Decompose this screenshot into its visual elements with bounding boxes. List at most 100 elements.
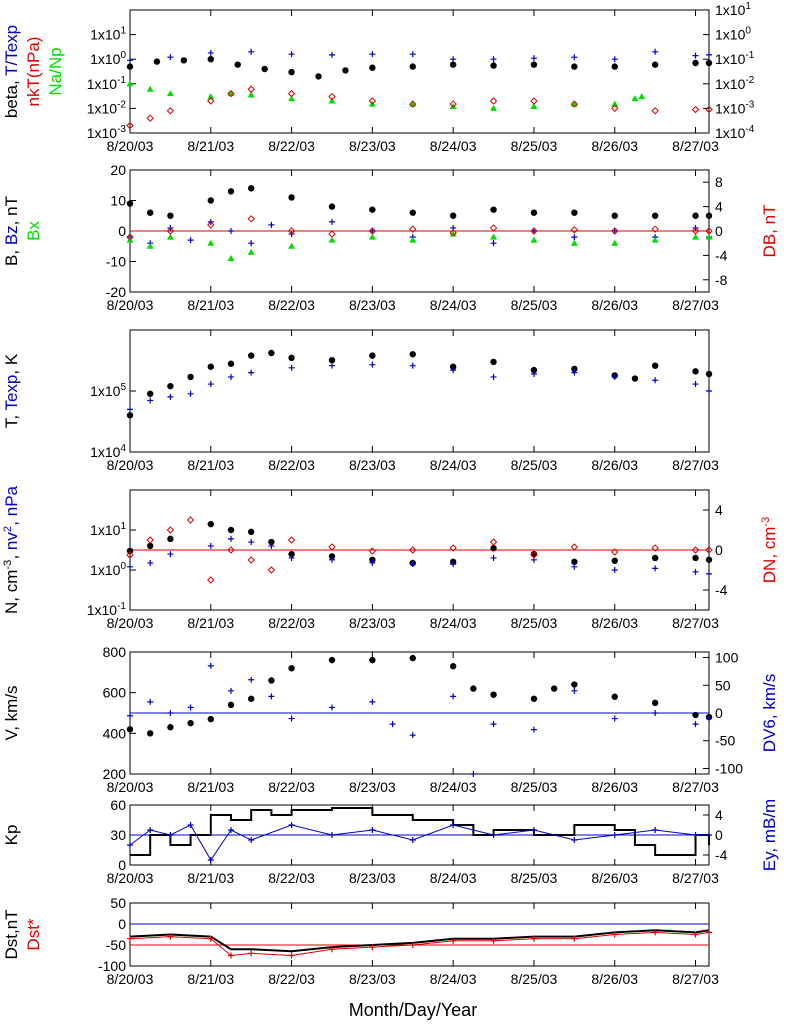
data-point	[126, 121, 134, 130]
data-point	[127, 406, 133, 413]
y-tick-label: 1x10-3	[87, 124, 127, 141]
x-tick-label: 8/22/03	[268, 870, 315, 886]
data-point	[227, 535, 234, 542]
data-point	[328, 704, 335, 711]
data-point	[227, 373, 234, 380]
x-tick-label: 8/23/03	[349, 297, 396, 313]
x-tick-label: 8/25/03	[511, 457, 558, 473]
data-point	[571, 209, 578, 216]
y-tick-label: -10	[106, 254, 126, 270]
data-point	[631, 375, 639, 382]
data-point	[652, 48, 659, 55]
x-tick-label: 8/24/03	[430, 615, 477, 631]
data-point	[611, 557, 618, 564]
data-point	[611, 715, 618, 722]
data-point	[409, 561, 416, 568]
data-point	[490, 62, 497, 69]
data-point	[490, 373, 497, 380]
panel-4: 8/20/03 8/21/03 8/22/03 8/23/03 8/24/03 8/25/…	[2, 485, 779, 631]
data-point	[611, 548, 619, 556]
data-point	[207, 542, 214, 549]
data-point	[530, 209, 538, 216]
data-point	[652, 565, 659, 572]
data-point	[490, 240, 497, 247]
y-tick-label: 0	[118, 223, 126, 239]
data-point	[449, 363, 457, 370]
data-point	[268, 221, 275, 228]
data-point	[409, 236, 417, 243]
x-tick-label: 8/25/03	[511, 138, 558, 154]
data-point	[489, 538, 498, 546]
data-point	[692, 52, 699, 59]
data-point	[167, 54, 174, 61]
x-tick-label: 8/26/03	[591, 138, 638, 154]
panel-2: 8/20/03 8/21/03 8/22/03 8/23/03 8/24/03 8/25/…	[2, 162, 779, 313]
data-point	[449, 544, 457, 552]
data-point	[611, 56, 618, 63]
data-point	[207, 381, 214, 388]
y-tick-label: -50	[106, 937, 126, 953]
data-point	[147, 397, 154, 404]
data-point	[490, 721, 497, 728]
x-tick-label: 8/26/03	[591, 870, 638, 886]
data-point	[449, 102, 457, 109]
data-point	[328, 203, 336, 210]
data-point	[692, 233, 700, 240]
data-point	[167, 724, 174, 731]
y2-tick-label: 0	[715, 827, 723, 843]
data-point	[490, 233, 498, 240]
y2-tick-label: -100	[715, 760, 743, 776]
data-point	[146, 114, 154, 122]
data-point	[267, 566, 276, 574]
data-point	[705, 212, 713, 219]
data-point	[570, 226, 579, 234]
data-point	[227, 687, 234, 694]
data-point	[611, 567, 618, 573]
data-point	[268, 542, 275, 549]
data-point	[207, 221, 215, 229]
x-tick-label: 8/21/03	[187, 615, 234, 631]
data-point	[166, 107, 175, 115]
data-point	[147, 559, 154, 566]
data-point	[550, 685, 558, 692]
data-point	[490, 104, 498, 111]
x-tick-label: 8/20/03	[107, 971, 154, 987]
data-point	[328, 656, 336, 664]
data-point	[207, 56, 214, 63]
x-tick-label: 8/20/03	[107, 615, 154, 631]
x-tick-label: 8/20/03	[107, 138, 154, 154]
y2-tick-label: 4	[715, 502, 723, 518]
data-point	[706, 51, 712, 58]
data-point	[248, 240, 255, 247]
data-point	[187, 390, 194, 397]
y-tick-label: 1x10-1	[87, 75, 127, 92]
x-tick-label: 8/21/03	[187, 138, 234, 154]
data-point	[490, 691, 497, 698]
y-axis-title: beta, T/Texp	[2, 25, 21, 118]
x-tick-label: 8/25/03	[511, 779, 558, 795]
data-point	[409, 51, 416, 58]
data-point	[490, 545, 497, 552]
x-axis-title: Month/Day/Year	[349, 1000, 477, 1020]
data-point	[227, 360, 235, 367]
data-point	[611, 693, 618, 700]
series-line	[129, 824, 709, 861]
data-point	[706, 570, 712, 577]
data-point	[692, 711, 699, 719]
y-tick-label: 1x101	[90, 521, 126, 538]
x-tick-label: 8/24/03	[430, 297, 477, 313]
data-point	[651, 236, 659, 243]
data-point	[146, 730, 154, 737]
data-point	[369, 352, 376, 359]
x-tick-label: 8/27/03	[672, 971, 719, 987]
x-tick-label: 8/24/03	[430, 457, 477, 473]
data-point	[288, 550, 295, 558]
y2-tick-label: 1x100	[715, 26, 751, 43]
x-tick-label: 8/22/03	[268, 297, 315, 313]
data-point	[409, 351, 416, 358]
data-point	[611, 228, 618, 234]
data-point	[180, 57, 188, 64]
data-point	[328, 230, 336, 238]
data-point	[186, 516, 195, 524]
y-axis-title: V, km/s	[2, 685, 21, 740]
